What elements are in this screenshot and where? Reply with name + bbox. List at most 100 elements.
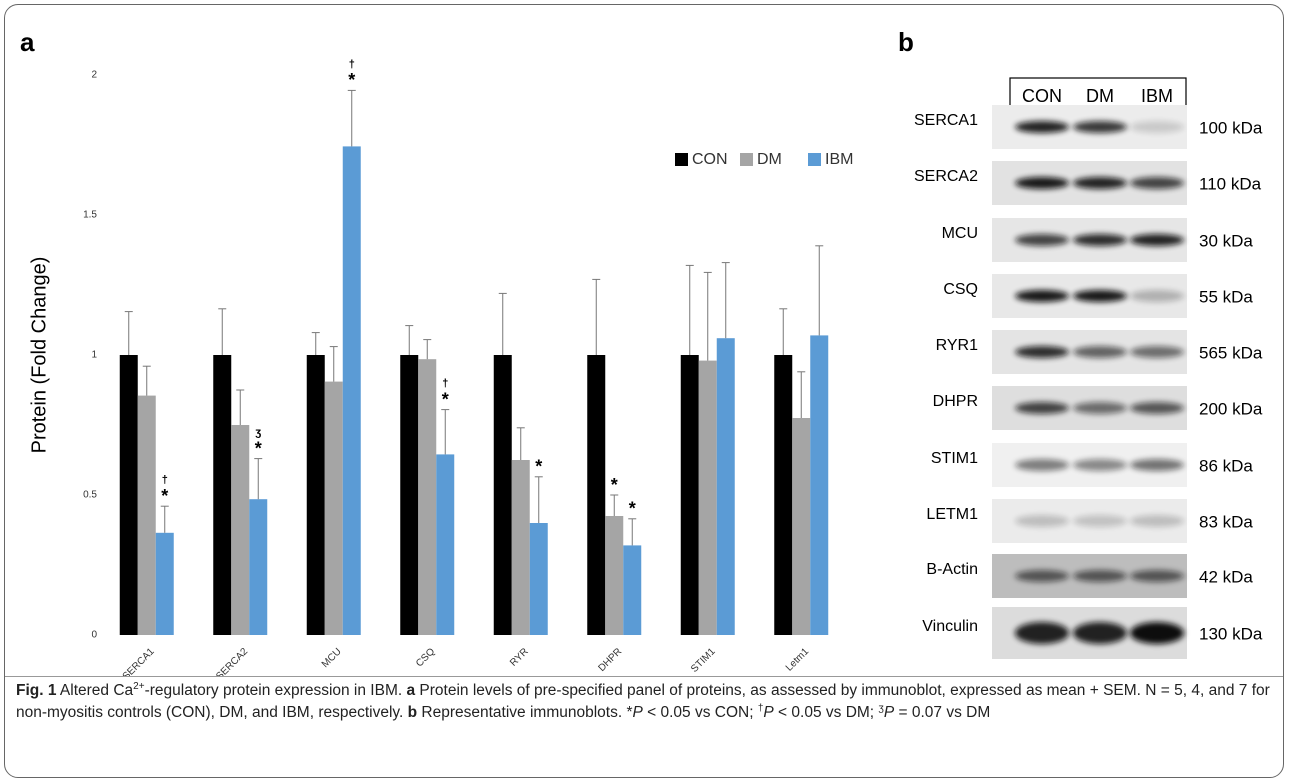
bar — [717, 338, 735, 635]
significance-marker: * — [442, 389, 449, 409]
blot-band — [1073, 346, 1127, 358]
protein-label: CSQ — [943, 281, 978, 298]
blot-band — [1130, 234, 1184, 246]
protein-label: SERCA1 — [914, 112, 978, 129]
bar — [343, 146, 361, 635]
blot-band — [1073, 121, 1127, 133]
legend-label: DM — [757, 151, 782, 168]
caption-text: Representative immunoblots. * — [417, 704, 632, 721]
y-tick-label: 1.5 — [83, 210, 97, 221]
caption-text: Altered Ca — [56, 682, 133, 699]
x-tick-label: MCU — [320, 646, 344, 670]
x-tick-label: DHPR — [596, 646, 624, 674]
bar — [587, 355, 605, 635]
bar — [325, 382, 343, 635]
bar — [213, 355, 231, 635]
blot-band — [1073, 402, 1127, 414]
size-label: 86 kDa — [1199, 456, 1253, 475]
bar — [512, 460, 530, 635]
bar — [623, 545, 641, 635]
bar — [138, 396, 156, 635]
x-tick-label: SERCA1 — [121, 646, 157, 676]
blot-band — [1130, 622, 1184, 644]
blot-band — [1015, 290, 1069, 302]
significance-marker: † — [349, 58, 355, 70]
y-axis-label: Protein (Fold Change) — [28, 257, 50, 454]
protein-label: B-Actin — [926, 561, 978, 578]
significance-marker: * — [348, 70, 355, 90]
protein-label: Vinculin — [922, 618, 978, 635]
protein-label: MCU — [942, 225, 978, 242]
blot-band — [1015, 177, 1069, 189]
bar — [436, 454, 454, 635]
legend-label: CON — [692, 151, 728, 168]
caption-text: b — [408, 704, 417, 721]
x-tick-label: SERCA2 — [214, 646, 250, 676]
significance-marker: ʒ — [255, 427, 261, 439]
size-label: 83 kDa — [1199, 512, 1253, 531]
bar — [792, 418, 810, 635]
lane-label: DM — [1086, 86, 1114, 106]
significance-marker: † — [442, 378, 448, 390]
size-label: 200 kDa — [1199, 399, 1263, 418]
figure: a b Protein (Fold Change) 00.511.52SERCA… — [0, 0, 1290, 676]
blot-band — [1015, 515, 1069, 527]
blot-band — [1015, 459, 1069, 471]
lane-label: IBM — [1141, 86, 1173, 106]
y-tick-label: 2 — [91, 70, 97, 81]
caption: Fig. 1 Altered Ca2+-regulatory protein e… — [16, 680, 1274, 724]
bar — [494, 355, 512, 635]
blot-band — [1073, 234, 1127, 246]
protein-label: STIM1 — [931, 450, 978, 467]
panel-label: b — [898, 27, 914, 57]
significance-marker: * — [161, 486, 168, 506]
blot-band — [1073, 515, 1127, 527]
y-tick-label: 0.5 — [83, 490, 97, 501]
blot-band — [1015, 570, 1069, 582]
caption-text: 2+ — [133, 681, 144, 692]
page: a b Protein (Fold Change) 00.511.52SERCA… — [0, 0, 1290, 784]
y-tick-label: 0 — [91, 630, 97, 641]
protein-label: RYR1 — [936, 337, 978, 354]
size-label: 55 kDa — [1199, 287, 1253, 306]
size-label: 565 kDa — [1199, 343, 1263, 362]
protein-label: DHPR — [933, 393, 978, 410]
blot-band — [1073, 570, 1127, 582]
caption-separator — [5, 676, 1283, 677]
legend-label: IBM — [825, 151, 853, 168]
size-label: 100 kDa — [1199, 118, 1263, 137]
bar — [400, 355, 418, 635]
blot-band — [1015, 234, 1069, 246]
legend-swatch — [808, 153, 821, 166]
size-label: 30 kDa — [1199, 231, 1253, 250]
panel-label: a — [20, 27, 35, 57]
bar — [774, 355, 792, 635]
bar — [810, 335, 828, 635]
protein-label: LETM1 — [926, 506, 978, 523]
caption-text: Fig. 1 — [16, 682, 56, 699]
bar — [681, 355, 699, 635]
bar — [156, 533, 174, 635]
caption-text: < 0.05 vs CON; — [643, 704, 758, 721]
size-label: 130 kDa — [1199, 624, 1263, 643]
blot-band — [1130, 121, 1184, 133]
bar — [418, 359, 436, 635]
significance-marker: * — [535, 457, 542, 477]
blot-band — [1130, 290, 1184, 302]
x-tick-label: Letm1 — [784, 646, 812, 674]
blot-band — [1130, 177, 1184, 189]
blot-band — [1130, 570, 1184, 582]
x-tick-label: RYR — [508, 646, 531, 669]
x-tick-label: CSQ — [414, 646, 437, 669]
caption-text: -regulatory protein expression in IBM. — [145, 682, 407, 699]
blot-band — [1073, 459, 1127, 471]
x-tick-label: STIM1 — [689, 646, 718, 675]
blot-band — [1015, 121, 1069, 133]
significance-marker: * — [629, 499, 636, 519]
caption-text: = 0.07 vs DM — [894, 704, 990, 721]
blot-band — [1073, 622, 1127, 644]
significance-marker: * — [255, 438, 262, 458]
size-label: 42 kDa — [1199, 567, 1253, 586]
bar — [699, 361, 717, 635]
blot-band — [1073, 290, 1127, 302]
